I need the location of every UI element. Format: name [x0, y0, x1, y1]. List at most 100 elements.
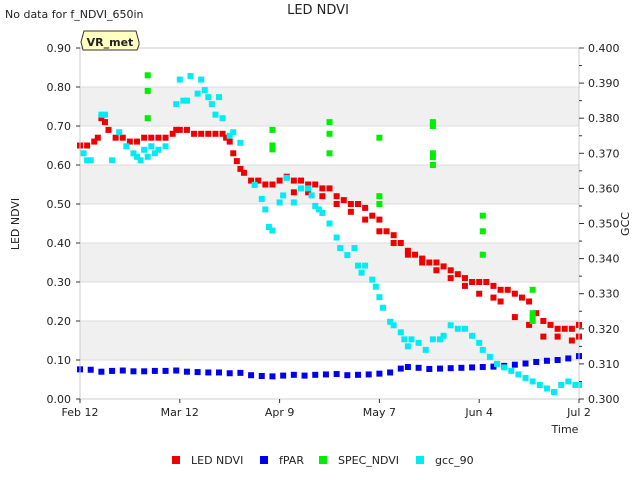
data-point [376, 228, 383, 235]
data-points [77, 72, 582, 395]
legend-swatch [416, 456, 424, 464]
series-led-ndvi-secondary- [290, 189, 582, 344]
data-point [533, 358, 540, 365]
data-point [476, 339, 483, 346]
data-point [387, 318, 394, 325]
data-point [98, 111, 105, 118]
data-point [362, 262, 369, 269]
data-point [479, 251, 486, 258]
data-point [479, 346, 486, 353]
data-point [404, 364, 411, 371]
data-point [522, 360, 529, 367]
data-point [162, 367, 169, 374]
data-point [216, 369, 223, 376]
x-tick-label: Jun 4 [464, 406, 493, 419]
y-tick-label: 0.30 [47, 276, 72, 289]
y2-tick-label: 0.380 [588, 112, 620, 125]
data-point [248, 177, 255, 184]
data-point [205, 369, 212, 376]
data-point [436, 365, 443, 372]
data-point [447, 267, 454, 274]
data-point [297, 177, 304, 184]
data-point [404, 247, 411, 254]
data-point [305, 181, 312, 188]
data-point [486, 353, 493, 360]
data-point [119, 367, 126, 374]
data-point [543, 357, 550, 364]
y-tick-label: 0.20 [47, 315, 72, 328]
data-point [529, 310, 536, 317]
data-point [326, 130, 333, 137]
y2-tick-label: 0.400 [588, 42, 620, 55]
data-point [137, 157, 144, 164]
data-point [454, 271, 461, 278]
data-point [408, 336, 415, 343]
data-point [461, 275, 468, 282]
data-point [173, 126, 180, 133]
data-point [529, 318, 536, 324]
data-point [319, 193, 326, 200]
data-point [230, 150, 237, 157]
data-point [269, 146, 276, 153]
data-point [358, 269, 365, 276]
data-point [269, 181, 276, 188]
data-point [98, 368, 105, 375]
legend-label: gcc_90 [435, 454, 474, 467]
data-point [305, 189, 312, 196]
data-point [565, 355, 572, 362]
data-point [105, 126, 112, 133]
data-point [344, 372, 351, 379]
y-tick-label: 0.70 [47, 120, 72, 133]
data-point [155, 146, 162, 153]
data-point [494, 360, 501, 367]
data-point [365, 371, 372, 378]
data-point [265, 224, 272, 231]
data-point [126, 138, 133, 145]
x-tick-label: May 7 [363, 406, 396, 419]
no-data-note: No data for f_NDVI_650in [5, 8, 144, 21]
data-point [355, 371, 362, 378]
data-point [390, 232, 397, 239]
data-point [240, 169, 247, 176]
data-point [479, 228, 486, 235]
data-point [251, 181, 258, 188]
series-led-ndvi [77, 115, 582, 332]
x-tick-label: Jul 2 [566, 406, 591, 419]
data-point [554, 325, 561, 332]
data-point [476, 290, 483, 297]
y2-tick-label: 0.360 [588, 182, 620, 195]
data-point [419, 255, 426, 262]
x-tick-label: Feb 12 [62, 406, 99, 419]
data-point [212, 111, 219, 118]
data-point [201, 87, 208, 94]
data-point [319, 185, 326, 192]
data-point [397, 329, 404, 336]
data-point [176, 76, 183, 83]
data-point [476, 279, 483, 285]
data-point [237, 369, 244, 376]
background-band [80, 165, 579, 204]
data-point [226, 138, 233, 145]
data-point [511, 361, 518, 368]
data-point [511, 290, 518, 297]
y-axis-label: LED NDVI [9, 198, 22, 250]
data-point [333, 201, 340, 207]
data-point [84, 142, 91, 149]
data-point [91, 138, 98, 145]
data-point [208, 101, 215, 108]
data-point [501, 364, 508, 371]
data-point [205, 94, 212, 101]
data-point [340, 197, 347, 204]
data-point [183, 368, 190, 375]
data-point [554, 333, 561, 340]
x-tick-label: Mar 12 [161, 406, 199, 419]
y-tick-label: 0.80 [47, 81, 72, 94]
data-point [508, 367, 515, 374]
data-point [134, 153, 141, 160]
data-point [422, 346, 429, 353]
data-point [280, 192, 287, 199]
data-point [436, 336, 443, 343]
x-axis-label: Time [551, 423, 579, 436]
site-label: VR_met [87, 36, 134, 49]
data-point [536, 381, 543, 388]
